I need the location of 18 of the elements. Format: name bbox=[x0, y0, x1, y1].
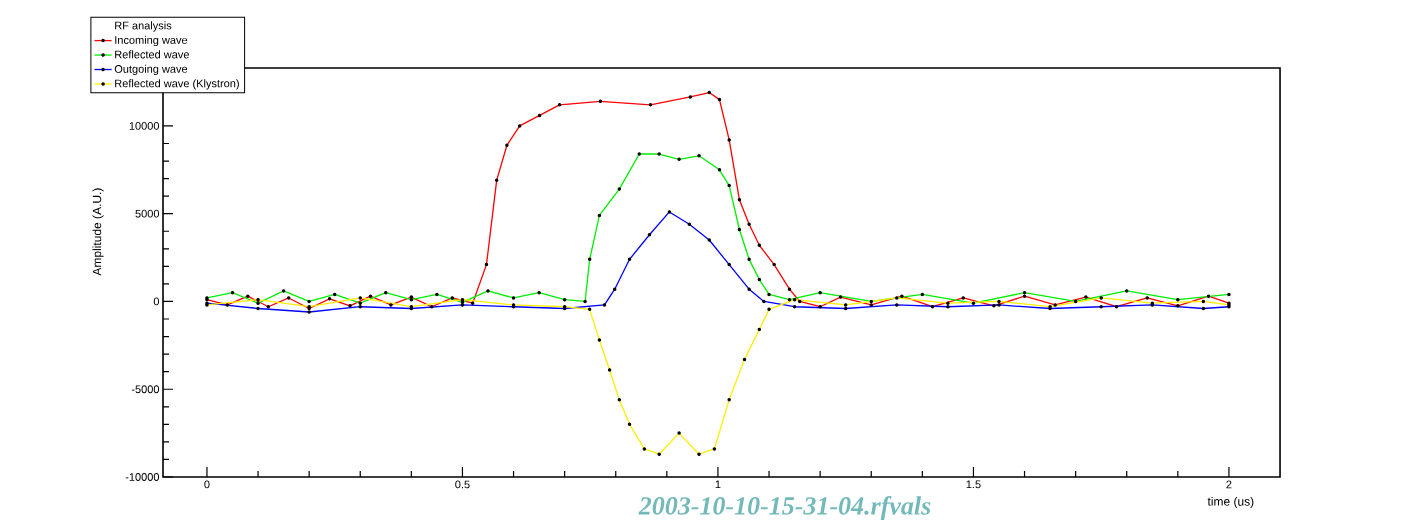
x-tick-label: 2 bbox=[1226, 480, 1232, 489]
x-axis-title: time (us) bbox=[1207, 496, 1254, 509]
x-tick-label: 0 bbox=[204, 480, 210, 489]
legend-label: Reflected wave (Klystron) bbox=[115, 79, 239, 90]
legend-title: RF analysis bbox=[115, 21, 172, 32]
y-tick-label: -10000 bbox=[125, 473, 160, 481]
x-tick-label: 0.5 bbox=[455, 480, 470, 489]
y-axis-title: Amplitude (A.U.) bbox=[92, 188, 104, 276]
y-tick-label: 5000 bbox=[135, 209, 160, 218]
x-tick-label: 1 bbox=[715, 480, 721, 489]
legend-label: Outgoing wave bbox=[114, 64, 188, 76]
legend-label: Reflected wave bbox=[115, 50, 189, 59]
y-tick-label: 0 bbox=[153, 297, 160, 306]
legend-label: Incoming wave bbox=[115, 35, 188, 47]
text: 2003-10-10-15-31-04.rfvals bbox=[638, 496, 931, 520]
y-tick-label: 10000 bbox=[129, 122, 160, 130]
y-tick-label: -5000 bbox=[131, 385, 160, 394]
x-tick-label: 1.5 bbox=[966, 480, 981, 489]
